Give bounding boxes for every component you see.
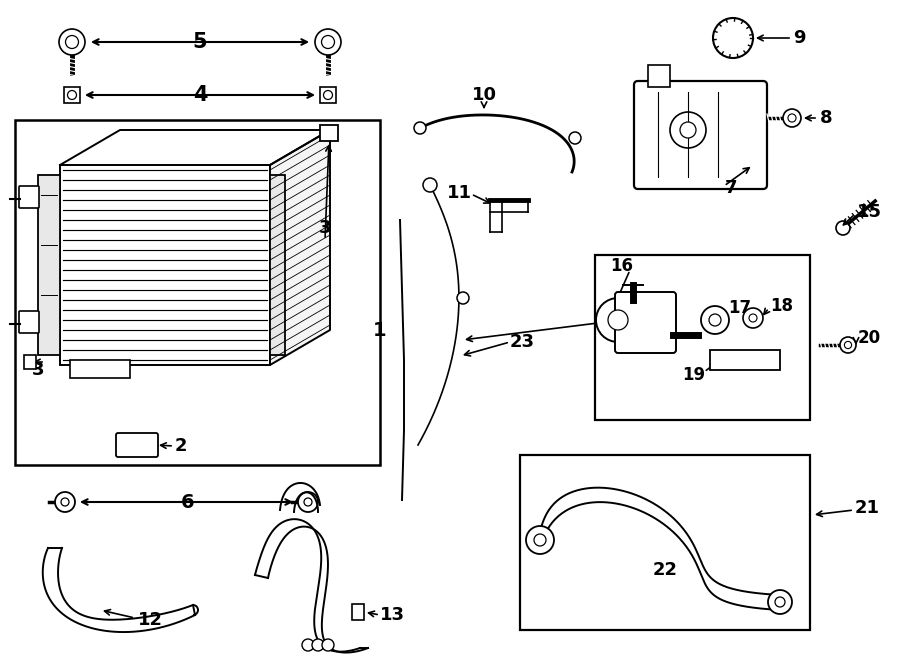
- Bar: [595, 255, 810, 420]
- Circle shape: [55, 492, 75, 512]
- Text: 2: 2: [175, 437, 187, 455]
- Circle shape: [680, 122, 696, 138]
- Circle shape: [743, 308, 763, 328]
- Circle shape: [457, 292, 469, 304]
- Bar: [320, 87, 336, 103]
- Circle shape: [312, 639, 324, 651]
- Bar: [38, 175, 60, 355]
- Text: 19: 19: [682, 366, 705, 384]
- Circle shape: [414, 122, 426, 134]
- Circle shape: [836, 221, 850, 235]
- Circle shape: [768, 590, 792, 614]
- Text: 3: 3: [32, 361, 44, 379]
- Circle shape: [788, 114, 796, 122]
- Text: 21: 21: [855, 499, 880, 517]
- Circle shape: [844, 341, 851, 348]
- Circle shape: [304, 498, 312, 506]
- Circle shape: [713, 18, 753, 58]
- FancyBboxPatch shape: [116, 433, 158, 457]
- Circle shape: [670, 112, 706, 148]
- Circle shape: [302, 639, 314, 651]
- Circle shape: [749, 314, 757, 322]
- Circle shape: [608, 310, 628, 330]
- Text: 11: 11: [447, 184, 472, 202]
- Circle shape: [61, 498, 69, 506]
- Text: 10: 10: [472, 86, 497, 104]
- Text: 8: 8: [820, 109, 832, 127]
- Bar: [24, 355, 36, 369]
- Circle shape: [534, 534, 546, 546]
- Text: 17: 17: [728, 299, 752, 317]
- Bar: [60, 165, 270, 365]
- Text: 16: 16: [610, 257, 634, 275]
- Bar: [15, 120, 380, 465]
- Bar: [320, 125, 338, 141]
- Bar: [648, 65, 670, 87]
- Text: 20: 20: [858, 329, 881, 347]
- Circle shape: [323, 91, 332, 99]
- Bar: [70, 360, 130, 378]
- Text: 1: 1: [373, 321, 386, 340]
- Text: 14: 14: [607, 313, 632, 331]
- Text: 4: 4: [193, 85, 207, 105]
- Polygon shape: [270, 130, 330, 365]
- Circle shape: [298, 492, 318, 512]
- Circle shape: [526, 526, 554, 554]
- Circle shape: [596, 298, 640, 342]
- Polygon shape: [60, 130, 330, 165]
- Bar: [64, 87, 80, 103]
- Circle shape: [709, 314, 721, 326]
- Circle shape: [59, 29, 85, 55]
- Circle shape: [423, 178, 437, 192]
- Circle shape: [569, 132, 581, 144]
- FancyBboxPatch shape: [615, 292, 676, 353]
- Text: 22: 22: [652, 561, 678, 579]
- Bar: [352, 604, 364, 620]
- Text: 12: 12: [138, 611, 163, 629]
- Text: 23: 23: [510, 333, 535, 351]
- Text: 9: 9: [793, 29, 806, 47]
- Circle shape: [701, 306, 729, 334]
- Circle shape: [321, 36, 335, 48]
- Bar: [710, 350, 780, 370]
- Circle shape: [66, 36, 78, 48]
- Text: 5: 5: [193, 32, 207, 52]
- Text: 18: 18: [770, 297, 793, 315]
- Circle shape: [840, 337, 856, 353]
- Circle shape: [775, 597, 785, 607]
- Text: 3: 3: [319, 219, 331, 237]
- Circle shape: [315, 29, 341, 55]
- Circle shape: [68, 91, 76, 99]
- Bar: [270, 175, 285, 355]
- Bar: [520, 455, 810, 630]
- Text: 6: 6: [181, 492, 194, 512]
- Text: 13: 13: [380, 606, 405, 624]
- Circle shape: [783, 109, 801, 127]
- FancyBboxPatch shape: [634, 81, 767, 189]
- FancyBboxPatch shape: [19, 311, 39, 333]
- Circle shape: [322, 639, 334, 651]
- FancyBboxPatch shape: [19, 186, 39, 208]
- Text: 7: 7: [725, 179, 737, 197]
- Text: 15: 15: [857, 203, 882, 221]
